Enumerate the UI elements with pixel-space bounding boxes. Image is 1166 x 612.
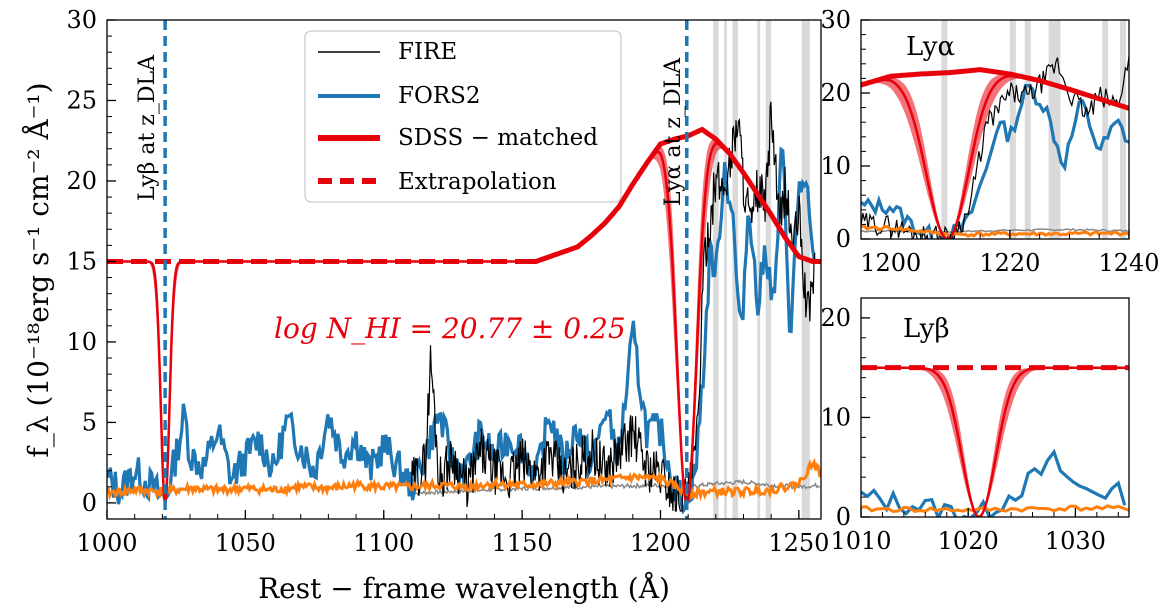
legend-label-fors2: FORS2: [398, 83, 481, 109]
y-tick-label-5: 5: [82, 408, 97, 436]
inset-lya-ticks: 1200 1220 1240 0 10 20 30: [820, 6, 1159, 277]
inset-lyb-title: Lyβ: [903, 314, 950, 344]
inset-lyb-axes-frame: [861, 298, 1129, 517]
masked-region-1: [724, 20, 727, 519]
x-tick-label-1050: 1050: [215, 529, 276, 557]
legend: FIRE FORS2 SDSS − matched Extrapolation: [305, 31, 621, 202]
y-tick-label-0: 0: [836, 225, 851, 253]
masked-region-4: [1102, 20, 1108, 239]
inset-lya-panel: 1200 1220 1240 0 10 20 30 Lyα: [820, 6, 1159, 277]
x-tick-label-1200: 1200: [630, 529, 691, 557]
inset-lya-axes-frame: [861, 20, 1129, 239]
inset-lyb-uncertainty-band: [861, 368, 1129, 517]
y-tick-label-30: 30: [66, 6, 97, 34]
y-tick-label-20: 20: [820, 304, 851, 332]
inset-lyb-series: [861, 368, 1129, 522]
x-tick-label-1200: 1200: [860, 249, 921, 277]
x-tick-label-1220: 1220: [979, 249, 1040, 277]
x-tick-label-1000: 1000: [76, 529, 137, 557]
masked-region-2: [1025, 20, 1031, 239]
y-tick-label-15: 15: [66, 247, 97, 275]
lyb-line-label: Lyβ at z_DLA: [135, 54, 160, 201]
nhi-annotation: log N_HI = 20.77 ± 0.25: [274, 312, 626, 345]
lya-line-label: Lyα at z_DLA: [661, 57, 686, 206]
x-tick-label-1020: 1020: [938, 527, 999, 555]
main-panel: 1000 1050 1100 1150 1200 1250 0 5 10 15 20 25 30 Res…: [22, 6, 829, 605]
y-tick-label-10: 10: [820, 403, 851, 431]
y-tick-label-30: 30: [820, 6, 851, 34]
y-tick-label-10: 10: [66, 328, 97, 356]
legend-label-extrapolation: Extrapolation: [398, 169, 557, 195]
y-tick-label-25: 25: [66, 86, 97, 114]
x-tick-label-1250: 1250: [768, 529, 829, 557]
y-axis-label: f_λ (10⁻¹⁸erg s⁻¹ cm⁻² Å⁻¹): [22, 82, 55, 457]
y-tick-label-20: 20: [66, 167, 97, 195]
x-tick-label-1240: 1240: [1098, 249, 1159, 277]
series-fors2-error: [861, 506, 1129, 512]
inset-lya-masked-regions: [941, 20, 1126, 239]
y-tick-label-20: 20: [820, 79, 851, 107]
legend-label-sdss: SDSS − matched: [398, 125, 598, 151]
x-tick-label-1150: 1150: [492, 529, 553, 557]
x-axis-label: Rest − frame wavelength (Å): [258, 572, 670, 605]
model-uncertainty-band: [861, 368, 1129, 517]
x-tick-label-1100: 1100: [353, 529, 414, 557]
absorbed-model-line: [861, 368, 1129, 517]
x-tick-label-1030: 1030: [1045, 527, 1106, 555]
y-tick-label-0: 0: [836, 503, 851, 531]
legend-label-fire: FIRE: [398, 39, 457, 65]
y-tick-label-10: 10: [820, 152, 851, 180]
inset-lya-title: Lyα: [906, 32, 955, 62]
y-tick-label-0: 0: [82, 489, 97, 517]
x-tick-label-1010: 1010: [830, 527, 891, 555]
